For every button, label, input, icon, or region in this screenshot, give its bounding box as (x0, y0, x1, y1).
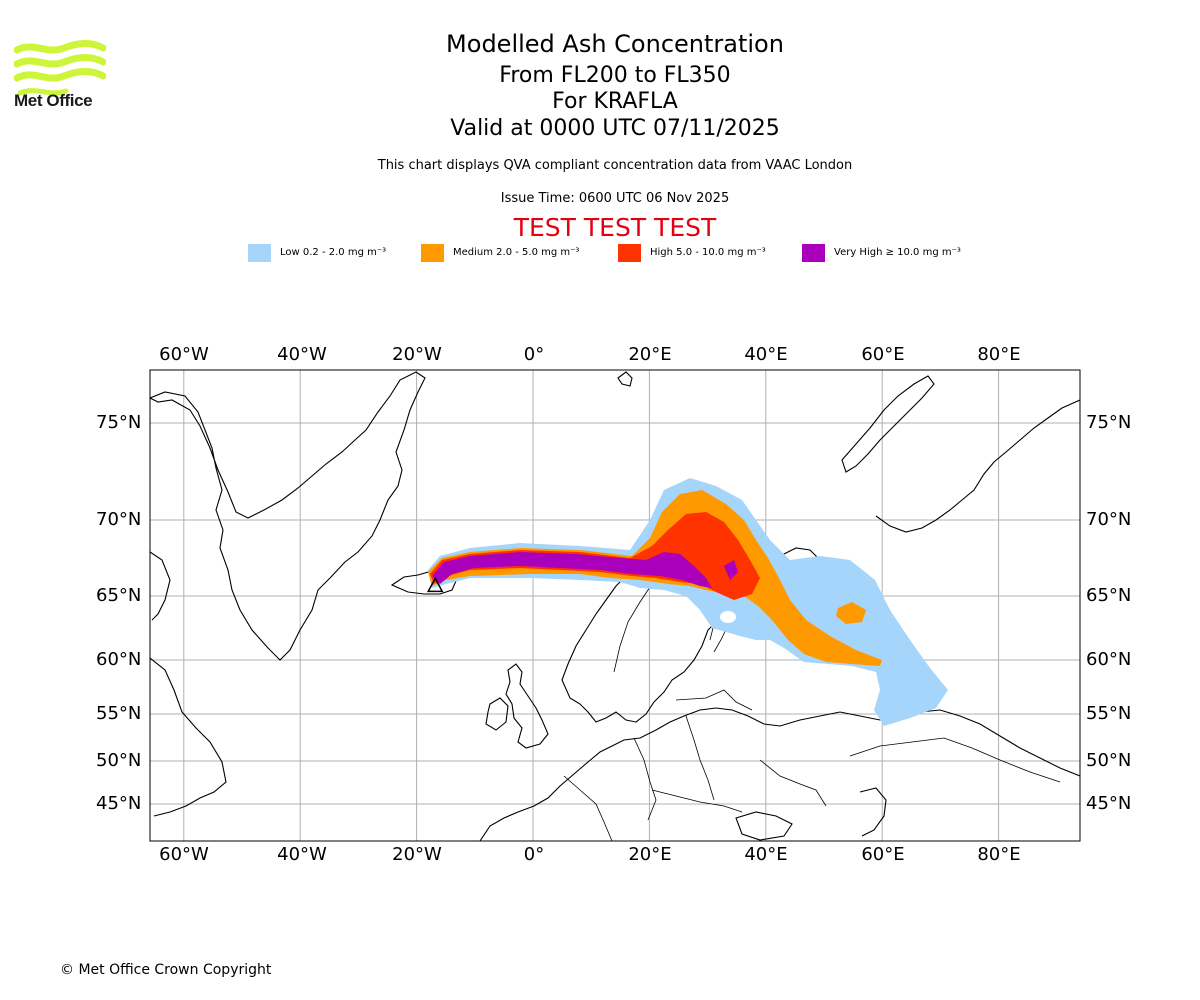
map-frame-background (150, 370, 1080, 841)
logo-wave-1 (14, 40, 106, 54)
novaya-zemlya-coast (841, 375, 935, 473)
test-banner: TEST TEST TEST (513, 213, 717, 242)
chart-subtitle: This chart displays QVA compliant concen… (377, 158, 853, 173)
copyright-notice: © Met Office Crown Copyright (60, 962, 272, 978)
map-frame (149, 369, 1081, 842)
russia-kazakhstan-border (849, 737, 1061, 783)
lat-label-left-55n: 55°N (96, 703, 142, 724)
legend-swatch-medium (421, 244, 444, 262)
logo-wave-2 (14, 54, 106, 68)
central-europe-borders (651, 789, 743, 813)
lon-label-bottom-60e: 60°E (861, 844, 905, 865)
lat-label-left-75n: 75°N (96, 412, 142, 433)
ash-plume (428, 478, 948, 726)
svalbard-coast (617, 371, 633, 387)
met-office-logo (14, 40, 106, 96)
legend-swatch-high (618, 244, 641, 262)
france-borders (563, 775, 613, 841)
baltic-borders (675, 689, 753, 711)
ash-medium-east-patch (836, 602, 866, 624)
lon-label-top-60e: 60°E (861, 344, 905, 365)
lat-label-left-65n: 65°N (96, 585, 142, 606)
ash-very-high-plume (432, 552, 712, 588)
volcano-name: For KRAFLA (552, 89, 678, 114)
volcano-marker (426, 576, 444, 593)
poland-belarus-border (685, 715, 715, 801)
germany-poland-border (633, 737, 657, 821)
lon-label-top-80e: 80°E (977, 344, 1021, 365)
logo-text: Met Office (14, 91, 93, 110)
russia-arctic-coast (875, 399, 1080, 533)
lat-label-left-60n: 60°N (96, 649, 142, 670)
lat-label-right-65n: 65°N (1086, 585, 1132, 606)
lon-label-top-60w: 60°W (159, 344, 209, 365)
lat-label-right-60n: 60°N (1086, 649, 1132, 670)
lat-label-left-70n: 70°N (96, 509, 142, 530)
graticule (150, 370, 1080, 841)
lat-label-right-50n: 50°N (1086, 750, 1132, 771)
legend-label-low: Low 0.2 - 2.0 mg m⁻³ (280, 247, 387, 258)
ireland-coast (485, 697, 509, 731)
ukraine-russia-border (759, 759, 827, 807)
logo-wave-3 (14, 68, 106, 82)
valid-time: Valid at 0000 UTC 07/11/2025 (450, 116, 780, 141)
lon-label-bottom-0: 0° (523, 844, 545, 865)
lon-label-bottom-20e: 20°E (628, 844, 672, 865)
lon-label-top-40e: 40°E (744, 344, 788, 365)
lon-label-top-40w: 40°W (277, 344, 327, 365)
lat-label-left-45n: 45°N (96, 793, 142, 814)
lon-label-bottom-80e: 80°E (977, 844, 1021, 865)
ash-clear-gap-finland (720, 611, 736, 623)
canada-coast (150, 551, 227, 817)
legend-swatch-very-high (802, 244, 825, 262)
legend-label-medium: Medium 2.0 - 5.0 mg m⁻³ (453, 247, 580, 258)
ash-medium-plume (428, 490, 882, 666)
lat-label-right-75n: 75°N (1086, 412, 1132, 433)
lon-label-top-0: 0° (523, 344, 545, 365)
chart-title: Modelled Ash Concentration (446, 30, 784, 58)
legend-swatch-low (248, 244, 271, 262)
great-britain-coast (505, 663, 549, 749)
issue-time: Issue Time: 0600 UTC 06 Nov 2025 (500, 191, 730, 206)
lon-label-top-20e: 20°E (628, 344, 672, 365)
ash-very-high-east-patch (724, 560, 738, 580)
europe-mainland-coast (479, 707, 1080, 841)
lat-label-right-70n: 70°N (1086, 509, 1132, 530)
flight-level-range: From FL200 to FL350 (499, 63, 731, 88)
lon-label-bottom-60w: 60°W (159, 844, 209, 865)
caspian-coast (859, 787, 887, 837)
lat-label-right-45n: 45°N (1086, 793, 1132, 814)
lon-label-bottom-40w: 40°W (277, 844, 327, 865)
lat-label-left-50n: 50°N (96, 750, 142, 771)
lon-label-top-20w: 20°W (392, 344, 442, 365)
legend: Low 0.2 - 2.0 mg m⁻³ Medium 2.0 - 5.0 mg… (248, 243, 988, 265)
legend-label-very-high: Very High ≥ 10.0 mg m⁻³ (834, 247, 961, 258)
black-sea-coast (735, 811, 793, 841)
lat-label-right-55n: 55°N (1086, 703, 1132, 724)
legend-label-high: High 5.0 - 10.0 mg m⁻³ (650, 247, 766, 258)
lon-label-bottom-20w: 20°W (392, 844, 442, 865)
lon-label-bottom-40e: 40°E (744, 844, 788, 865)
greenland-coast (150, 371, 426, 661)
